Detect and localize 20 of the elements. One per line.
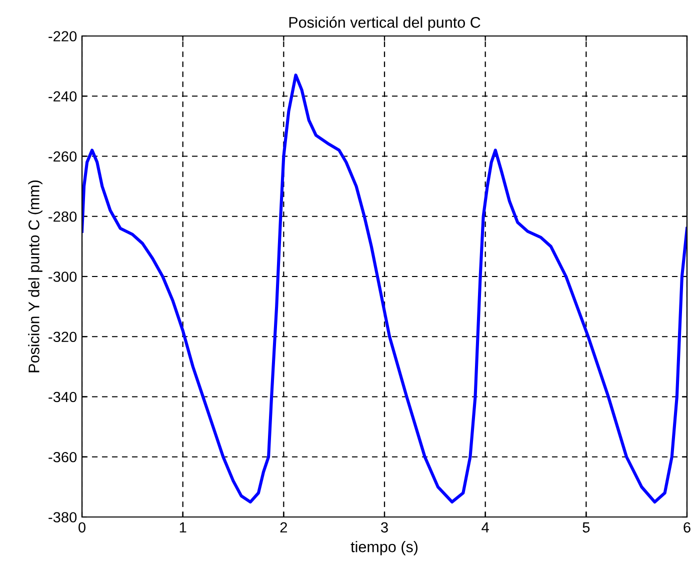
x-tick-label: 4	[482, 522, 489, 532]
x-axis-title: tiempo (s)	[350, 541, 418, 556]
y-tick-label: -380	[48, 512, 77, 522]
x-tick-label: 0	[78, 522, 86, 533]
x-tick-label: 3	[381, 522, 388, 533]
y-tick-label: -280	[48, 211, 77, 222]
y-axis-title: Posicion Y del punto C (mm)	[28, 180, 42, 372]
y-tick-label: -260	[48, 151, 77, 162]
y-tick-label: -320	[48, 332, 77, 342]
x-tick-label: 5	[582, 522, 590, 533]
chart-title: Posición vertical del punto C	[289, 16, 480, 31]
y-tick-label: -360	[48, 452, 77, 462]
line-series	[82, 74, 687, 504]
y-tick-label: -340	[48, 392, 77, 402]
y-tick-label: -300	[48, 272, 77, 282]
y-tick-label: -240	[48, 91, 77, 102]
x-tick-label: 1	[180, 522, 186, 532]
x-tick-label: 2	[280, 522, 287, 532]
y-tick-label: -220	[48, 31, 77, 42]
x-tick-label: 6	[684, 522, 690, 533]
